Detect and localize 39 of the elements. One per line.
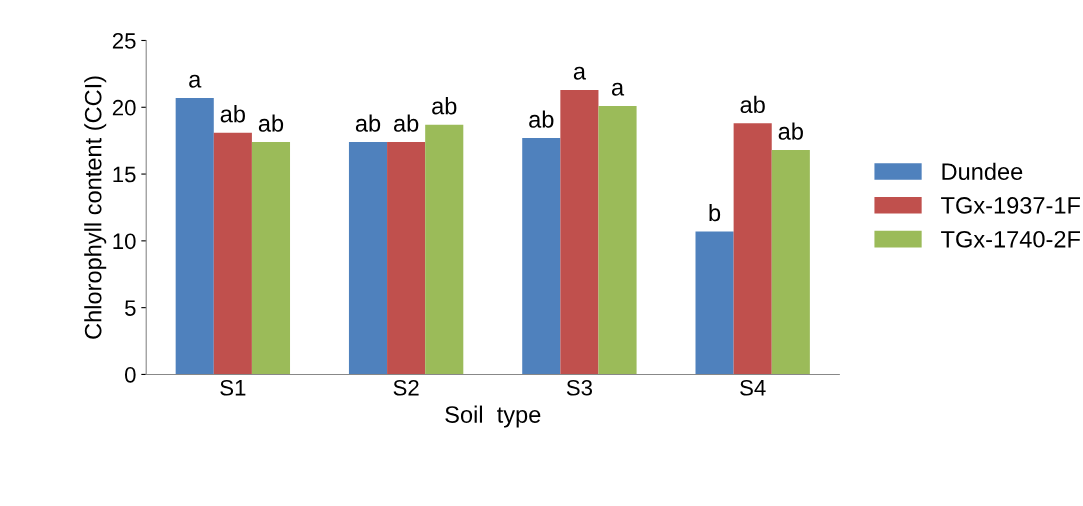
- legend-label: TGx-1740-2F: [941, 230, 1080, 248]
- bar: [560, 89, 599, 375]
- x-axis-title: Soil type: [445, 405, 541, 428]
- data-label: b: [709, 203, 721, 222]
- data-label: a: [573, 66, 586, 80]
- legend-label: TGx-1937-1F: [941, 197, 1080, 214]
- data-label: ab: [220, 105, 245, 123]
- bar: [695, 231, 734, 375]
- legend-label: Dundee: [942, 162, 1023, 180]
- x-tick-label: S3: [566, 379, 593, 396]
- data-label: a: [189, 74, 202, 88]
- bar: [425, 124, 464, 375]
- bar: [771, 150, 810, 375]
- y-tick-label: 15: [113, 166, 136, 183]
- bar: [598, 105, 637, 375]
- y-tick-label: 20: [112, 99, 136, 116]
- y-tick-label: 5: [125, 300, 136, 316]
- x-tick-label: S2: [393, 379, 419, 396]
- bar: [348, 142, 388, 375]
- data-label: ab: [355, 114, 381, 132]
- data-label: ab: [778, 122, 803, 140]
- data-label: ab: [529, 110, 554, 128]
- bar: [522, 138, 561, 375]
- x-tick-label: S4: [740, 379, 766, 396]
- data-label: ab: [258, 114, 284, 132]
- y-tick-label: 10: [113, 233, 136, 250]
- bar: [175, 97, 214, 375]
- data-label: ab: [740, 95, 765, 114]
- data-label: a: [611, 82, 625, 96]
- data-label: ab: [432, 97, 457, 115]
- y-axis-title: Chlorophyll content (CCI): [84, 76, 107, 339]
- y-tick-label: 0: [124, 366, 136, 383]
- bar: [387, 142, 426, 375]
- x-tick-label: S1: [220, 379, 246, 396]
- bar: [213, 132, 252, 375]
- data-label: ab: [394, 114, 419, 132]
- y-tick-label: 25: [112, 33, 136, 49]
- bar: [251, 142, 291, 375]
- bar: [733, 123, 772, 375]
